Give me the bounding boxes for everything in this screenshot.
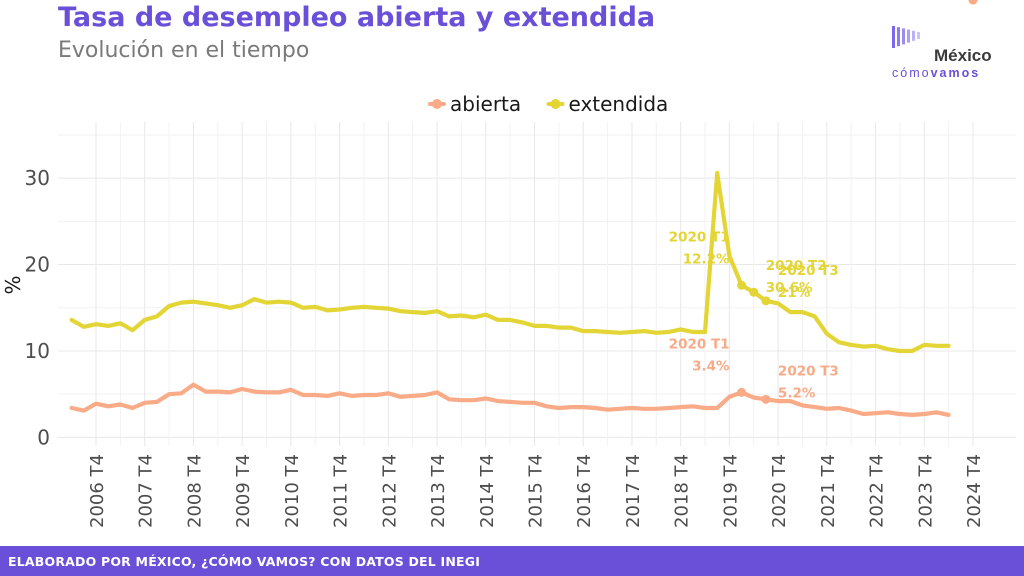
y-tick-label: 20 <box>25 253 50 277</box>
annotation-value: 3.4% <box>692 358 730 374</box>
legend-label: abierta <box>450 92 521 116</box>
annotation-period: 2020 T1 <box>669 336 730 352</box>
series <box>69 170 951 417</box>
logo-bar <box>902 28 905 45</box>
x-tick-label: 2013 T4 <box>428 454 449 528</box>
annotation-period: 2024 T4 <box>943 0 1004 4</box>
x-tick-label: 2023 T4 <box>915 454 936 528</box>
x-tick-label: 2006 T4 <box>87 454 108 528</box>
annotation-value: 12.2% <box>683 251 730 267</box>
footer-source: ELABORADO POR MÉXICO, ¿CÓMO VAMOS? CON D… <box>8 554 481 569</box>
x-tick-label: 2010 T4 <box>282 454 303 528</box>
x-tick-label: 2008 T4 <box>184 454 205 528</box>
x-tick-label: 2014 T4 <box>477 454 498 528</box>
x-tick-label: 2015 T4 <box>526 454 547 528</box>
x-tick-label: 2018 T4 <box>672 454 693 528</box>
annotation-period: 2020 T2 <box>766 258 827 274</box>
annotation-marker <box>761 394 771 404</box>
annotation-period: 2020 T3 <box>778 363 839 379</box>
x-tick-label: 2019 T4 <box>720 454 741 528</box>
annotation-marker <box>749 287 759 297</box>
logo-tagline: cómovamos <box>892 66 980 80</box>
chart-subtitle: Evolución en el tiempo <box>58 38 310 63</box>
annotation-period: 2020 T1 <box>669 229 730 245</box>
annotation-value: 30.6% <box>766 280 813 296</box>
annotation-marker <box>737 280 747 290</box>
x-tick-label: 2021 T4 <box>818 454 839 528</box>
mexico-como-vamos-logo-icon <box>892 26 920 48</box>
x-tick-label: 2020 T4 <box>769 454 790 528</box>
logo-bar <box>892 26 895 48</box>
annotation-value: 5.2% <box>778 385 816 401</box>
annotation-value: 2.6% <box>954 0 992 4</box>
x-tick-label: 2024 T4 <box>964 454 985 528</box>
logo-bar <box>912 30 915 41</box>
logo-bar <box>917 32 920 39</box>
annotation-marker <box>761 296 771 306</box>
footer-bar: ELABORADO POR MÉXICO, ¿CÓMO VAMOS? CON D… <box>0 546 1024 576</box>
series-line-abierta <box>69 382 951 417</box>
y-tick-label: 0 <box>37 425 50 449</box>
logo-tagline-bold: vamos <box>930 66 981 80</box>
logo-bar <box>897 27 900 47</box>
grid <box>58 122 1016 446</box>
x-tick-label: 2012 T4 <box>379 454 400 528</box>
axes: 0 10 20 30 2006 T4 2007 T4 2008 T4 2009 T4 2010 … <box>1 166 985 528</box>
x-tick-label: 2011 T4 <box>331 454 352 528</box>
y-axis-label: % <box>1 275 25 294</box>
annotation-marker <box>737 387 747 397</box>
x-tick-label: 2007 T4 <box>136 454 157 528</box>
logo-bar <box>907 29 910 43</box>
chart-title: Tasa de desempleo abierta y extendida <box>58 2 656 33</box>
x-tick-label: 2017 T4 <box>623 454 644 528</box>
x-tick-label: 2016 T4 <box>574 454 595 528</box>
legend-label: extendida <box>569 92 669 116</box>
annotation-period: 2020 T3 <box>778 263 839 279</box>
logo-tagline-light: cómo <box>892 66 931 80</box>
logo-name: México <box>934 46 992 65</box>
legend: abierta extendida <box>428 92 669 116</box>
x-tick-label: 2022 T4 <box>867 454 888 528</box>
legend-marker <box>432 99 442 109</box>
series-line-extendida <box>69 170 951 354</box>
y-tick-label: 10 <box>25 339 50 363</box>
unemployment-line-chart: 0 10 20 30 2006 T4 2007 T4 2008 T4 2009 T4 2010 … <box>1 0 1016 528</box>
annotation-value: 21% <box>778 285 811 301</box>
annotation-marker <box>968 0 978 5</box>
x-tick-label: 2009 T4 <box>233 454 254 528</box>
legend-marker <box>550 99 561 109</box>
y-tick-label: 30 <box>25 166 50 190</box>
